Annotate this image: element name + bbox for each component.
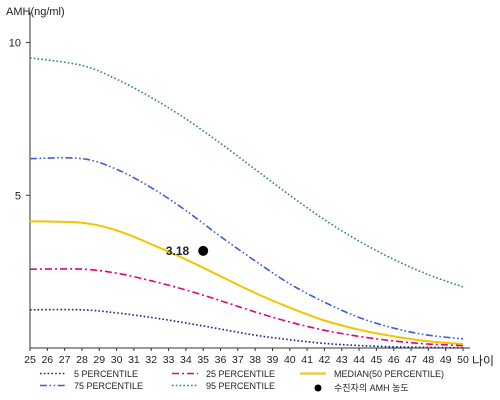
patient-amh-point xyxy=(198,245,209,256)
legend-point-swatch xyxy=(314,384,322,392)
x-tick-label: 26 xyxy=(41,354,53,366)
x-tick-label: 48 xyxy=(423,354,435,366)
x-tick-label: 25 xyxy=(24,354,36,366)
x-tick-label: 28 xyxy=(76,354,88,366)
y-tick-label: 10 xyxy=(9,38,21,50)
x-ticks: 25 26 27 28 29 30 31 32 33 34 35 36 37 38 39 40 41 42 43 44… xyxy=(24,348,469,366)
x-tick-label: 27 xyxy=(59,354,71,366)
x-tick-label: 47 xyxy=(405,354,417,366)
patient-marker: 3.18 xyxy=(166,244,209,258)
series-line-95-percentile xyxy=(29,57,464,288)
legend-label: MEDIAN(50 PERCENTILE) xyxy=(334,369,444,379)
x-axis-title: 나이 xyxy=(472,354,494,368)
chart-axes xyxy=(29,12,470,349)
legend-label: 수진자의 AMH 농도 xyxy=(334,383,409,393)
x-tick-label: 32 xyxy=(145,354,157,366)
x-tick-label: 49 xyxy=(440,354,452,366)
x-tick-label: 34 xyxy=(180,354,192,366)
legend: 5 PERCENTILE 75 PERCENTILE 25 PERCENTILE 95… xyxy=(40,369,444,393)
x-tick-label: 40 xyxy=(284,354,296,366)
x-tick-label: 31 xyxy=(128,354,140,366)
series-line-median-50-percentile xyxy=(29,220,464,346)
y-tick-label: 5 xyxy=(15,190,21,202)
x-tick-label: 41 xyxy=(301,354,313,366)
x-tick-label: 46 xyxy=(388,354,400,366)
percentile-lines xyxy=(29,57,464,349)
series-line-25-percentile xyxy=(29,268,464,347)
x-tick-label: 29 xyxy=(93,354,105,366)
legend-label: 25 PERCENTILE xyxy=(206,369,275,379)
y-ticks: 5 10 xyxy=(9,38,30,202)
x-tick-label: 45 xyxy=(371,354,383,366)
legend-label: 95 PERCENTILE xyxy=(206,381,275,391)
x-tick-label: 36 xyxy=(215,354,227,366)
x-tick-label: 42 xyxy=(319,354,331,366)
x-tick-label: 43 xyxy=(336,354,348,366)
x-tick-label: 37 xyxy=(232,354,244,366)
x-tick-label: 39 xyxy=(267,354,279,366)
x-tick-label: 44 xyxy=(353,354,365,366)
x-tick-label: 30 xyxy=(111,354,123,366)
x-tick-label: 35 xyxy=(197,354,209,366)
patient-amh-value-label: 3.18 xyxy=(166,244,190,258)
y-axis-title: AMH(ng/ml) xyxy=(6,6,65,18)
x-tick-label: 50 xyxy=(457,354,469,366)
legend-label: 5 PERCENTILE xyxy=(74,369,138,379)
x-tick-label: 33 xyxy=(163,354,175,366)
legend-label: 75 PERCENTILE xyxy=(74,381,143,391)
series-line-75-percentile xyxy=(29,157,464,340)
series-line-5-percentile xyxy=(29,308,464,349)
x-tick-label: 38 xyxy=(249,354,261,366)
